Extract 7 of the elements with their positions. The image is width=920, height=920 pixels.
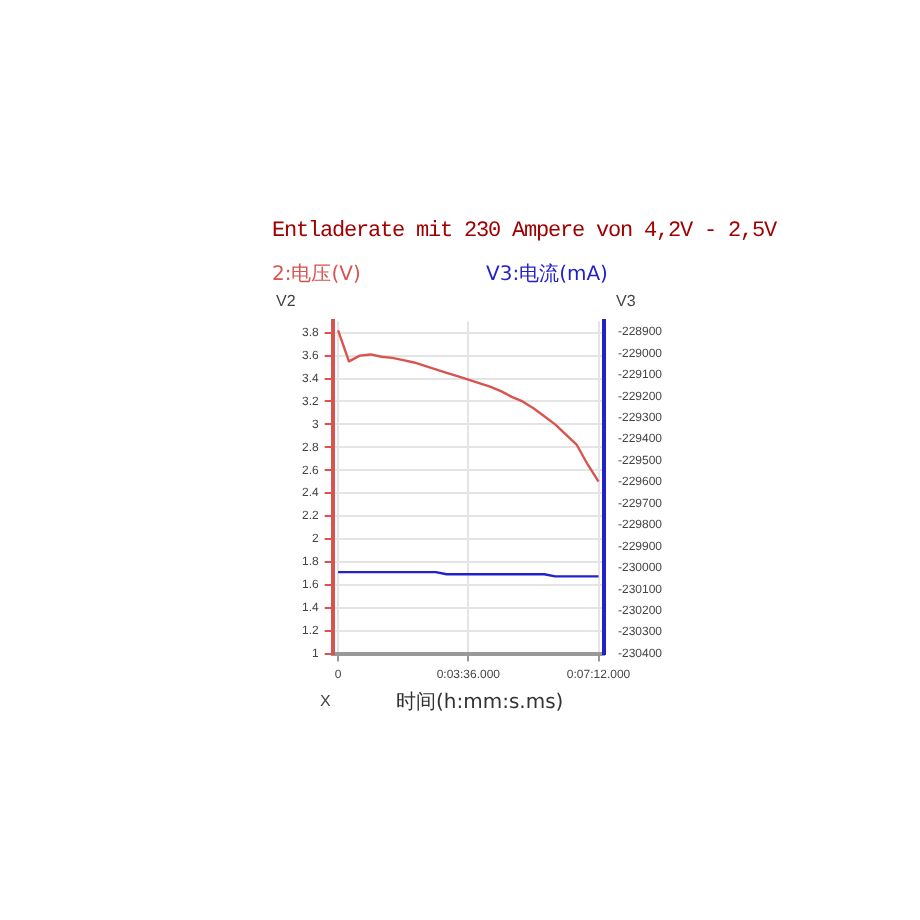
text: V3 xyxy=(616,292,636,310)
x-axis-title: 时间(h:mm:s.ms) xyxy=(396,689,564,716)
text: V2 xyxy=(276,292,296,310)
text: X xyxy=(320,692,331,710)
y2-axis-title: V3:电流(mA) xyxy=(486,261,608,288)
chart-title: Entladerate mit 230 Ampere von 4,2V - 2,5V xyxy=(272,220,777,244)
y-axis-title: 2:电压(V) xyxy=(272,261,361,288)
